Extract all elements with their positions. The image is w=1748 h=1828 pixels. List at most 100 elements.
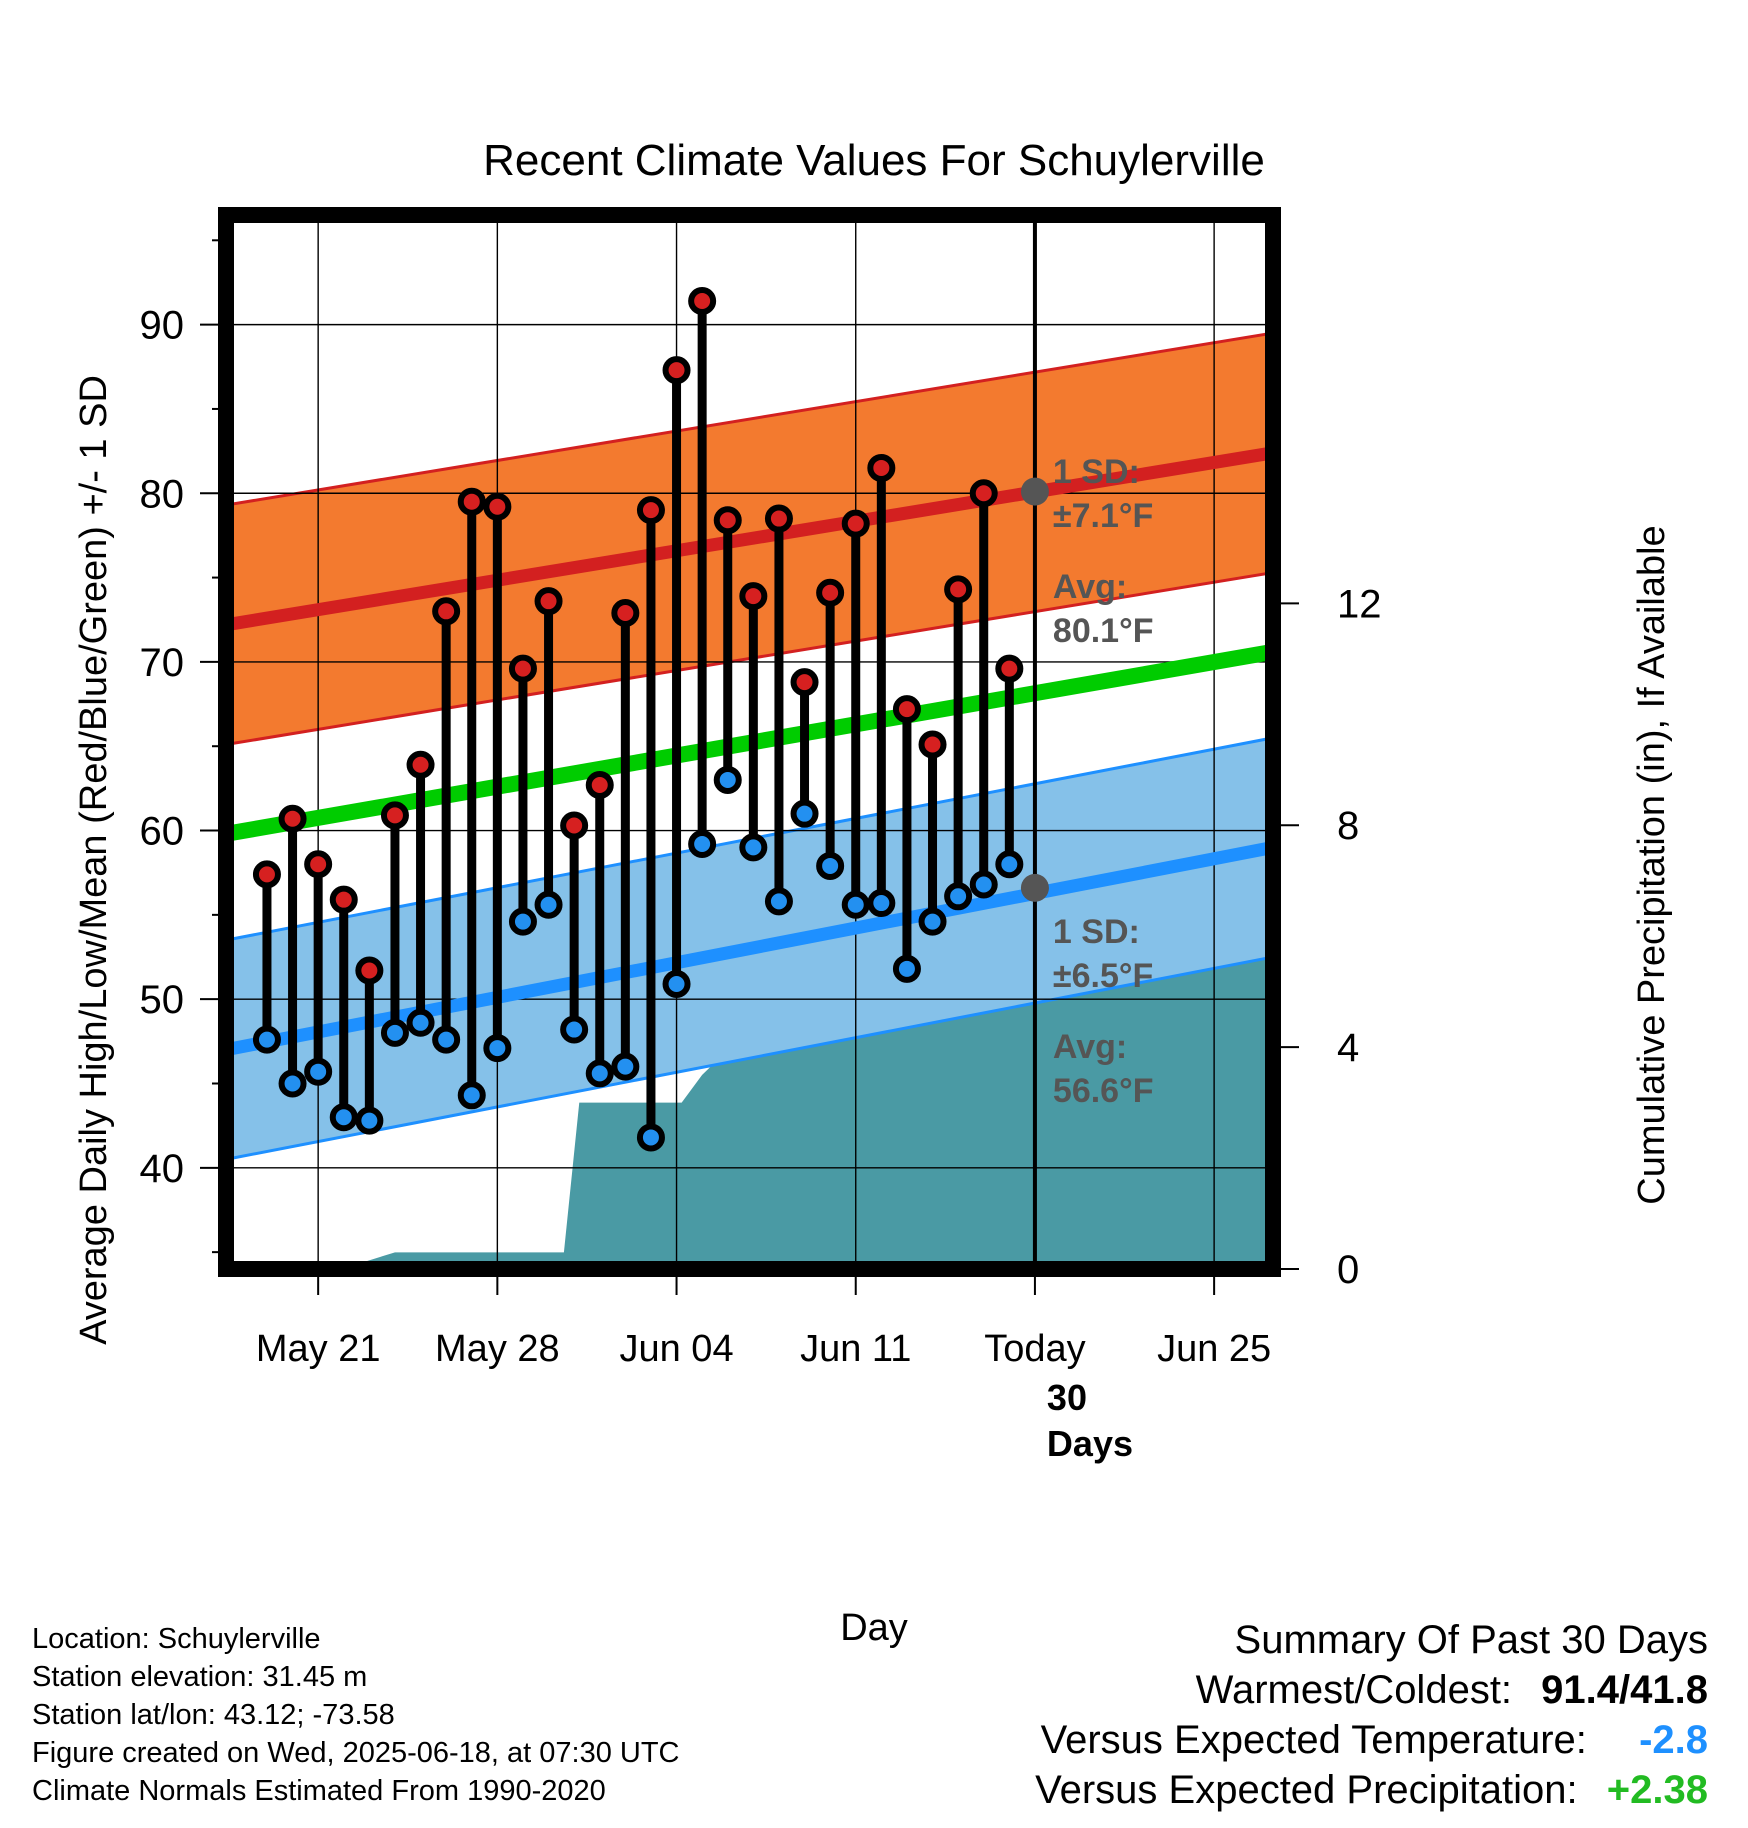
daily-low-point	[790, 799, 819, 828]
chart-title: Recent Climate Values For Schuylerville	[483, 136, 1265, 185]
summary-precip: Versus Expected Precipitation: +2.38	[1035, 1765, 1708, 1815]
station-info: Location: Schuylerville Station elevatio…	[32, 1620, 680, 1810]
low-sd-label: 1 SD:	[1053, 913, 1140, 951]
y2-tick-label: 4	[1337, 1026, 1359, 1070]
summary-panel: Summary Of Past 30 Days Warmest/Coldest:…	[1035, 1615, 1708, 1815]
daily-low-point	[713, 765, 742, 794]
daily-high-point	[304, 850, 333, 879]
daily-high-point	[995, 654, 1024, 683]
precip-deviation-label: Versus Expected Precipitation:	[1035, 1768, 1578, 1812]
daily-high-point	[918, 730, 947, 759]
precip-deviation-value: +2.38	[1606, 1768, 1708, 1812]
daily-low-point	[662, 969, 691, 998]
daily-low-point	[483, 1034, 512, 1063]
summary-title: Summary Of Past 30 Days	[1234, 1618, 1708, 1662]
x-tick-label: Jun 04	[619, 1328, 733, 1370]
high-avg-value: 80.1°F	[1053, 612, 1154, 650]
normal-low-line	[226, 841, 1273, 1057]
daily-high-point	[508, 654, 537, 683]
daily-low-point	[329, 1103, 358, 1132]
high-sd-band-upper-edge	[225, 331, 1274, 507]
daily-high-point	[432, 597, 461, 626]
y-tick-label: 50	[140, 978, 185, 1022]
daily-low-point	[534, 890, 563, 919]
daily-high-point	[688, 287, 717, 316]
daily-low-point	[457, 1081, 486, 1110]
plot-area: 1 SD: ±7.1°F Avg: 80.1°F 1 SD: ±6.5°F Avg: 56.6…	[140, 207, 1382, 1464]
daily-low-point	[841, 890, 870, 919]
daily-high-point	[969, 479, 998, 508]
x-tick-label: Today	[984, 1328, 1085, 1370]
warm-cold-label: Warmest/Coldest:	[1195, 1668, 1513, 1712]
y2-tick-label: 0	[1337, 1248, 1359, 1292]
daily-low-point	[278, 1069, 307, 1098]
daily-high-point	[841, 509, 870, 538]
daily-low-point	[816, 851, 845, 880]
y-tick-label: 90	[140, 304, 185, 348]
normals-text: Climate Normals Estimated From 1990-2020	[32, 1775, 606, 1807]
temp-deviation-value: -2.8	[1639, 1718, 1708, 1762]
warm-cold-value: 91.4/41.8	[1541, 1668, 1708, 1712]
daily-low-point	[739, 833, 768, 862]
daily-low-point	[611, 1052, 640, 1081]
daily-high-point	[867, 453, 896, 482]
daily-high-point	[662, 356, 691, 385]
high-sd-label: 1 SD:	[1053, 453, 1140, 491]
x-tick-label: Jun 25	[1157, 1328, 1271, 1370]
daily-high-point	[380, 801, 409, 830]
y2-axis-label: Cumulative Precipitation (in), If Availa…	[1631, 525, 1673, 1204]
y-tick-label: 80	[140, 472, 185, 516]
x-tick-label: Jun 11	[800, 1328, 911, 1370]
today-low-avg-marker	[1020, 873, 1049, 902]
daily-high-point	[252, 860, 281, 889]
daily-high-point	[790, 668, 819, 697]
days-word-label: Days	[1047, 1423, 1133, 1464]
daily-low-point	[304, 1057, 333, 1086]
latlon-text: Station lat/lon: 43.12; -73.58	[32, 1699, 395, 1731]
daily-high-point	[329, 885, 358, 914]
daily-high-point	[585, 771, 614, 800]
daily-high-point	[713, 506, 742, 535]
x-tick-label: May 28	[435, 1328, 560, 1370]
y2-tick-label: 12	[1337, 582, 1382, 626]
daily-low-point	[585, 1059, 614, 1088]
days-count-label: 30	[1047, 1377, 1087, 1418]
daily-high-point	[355, 956, 384, 985]
low-sd-value: ±6.5°F	[1053, 957, 1153, 995]
x-tick-label: May 21	[256, 1328, 381, 1370]
daily-low-point	[995, 850, 1024, 879]
daily-low-point	[688, 830, 717, 859]
plot-frame	[218, 207, 1281, 1277]
daily-high-point	[739, 582, 768, 611]
daily-low-point	[355, 1106, 384, 1135]
low-avg-value: 56.6°F	[1053, 1072, 1154, 1110]
daily-high-point	[892, 695, 921, 724]
y-axis-label: Average Daily High/Low/Mean (Red/Blue/Gr…	[73, 375, 115, 1345]
daily-high-point	[816, 578, 845, 607]
elevation-text: Station elevation: 31.45 m	[32, 1661, 368, 1693]
normal-high-line	[226, 446, 1273, 632]
daily-high-point	[944, 575, 973, 604]
high-sd-value: ±7.1°F	[1053, 497, 1153, 535]
temp-deviation-label: Versus Expected Temperature:	[1040, 1718, 1587, 1762]
low-avg-label: Avg:	[1053, 1028, 1127, 1066]
daily-low-point	[867, 889, 896, 918]
high-avg-label: Avg:	[1053, 568, 1127, 606]
y-tick-label: 70	[140, 641, 185, 685]
daily-high-point	[636, 496, 665, 525]
daily-low-point	[560, 1015, 589, 1044]
daily-high-point	[406, 750, 435, 779]
daily-low-point	[918, 907, 947, 936]
location-text: Location: Schuylerville	[32, 1623, 321, 1655]
daily-low-point	[432, 1025, 461, 1054]
daily-high-point	[457, 487, 486, 516]
y2-tick-label: 8	[1337, 804, 1359, 848]
summary-temp: Versus Expected Temperature: -2.8	[1035, 1715, 1708, 1765]
daily-high-point	[534, 587, 563, 616]
y-tick-label: 60	[140, 810, 185, 854]
daily-high-point	[764, 504, 793, 533]
daily-low-point	[636, 1123, 665, 1152]
y-tick-label: 40	[140, 1147, 185, 1191]
daily-low-point	[406, 1008, 435, 1037]
